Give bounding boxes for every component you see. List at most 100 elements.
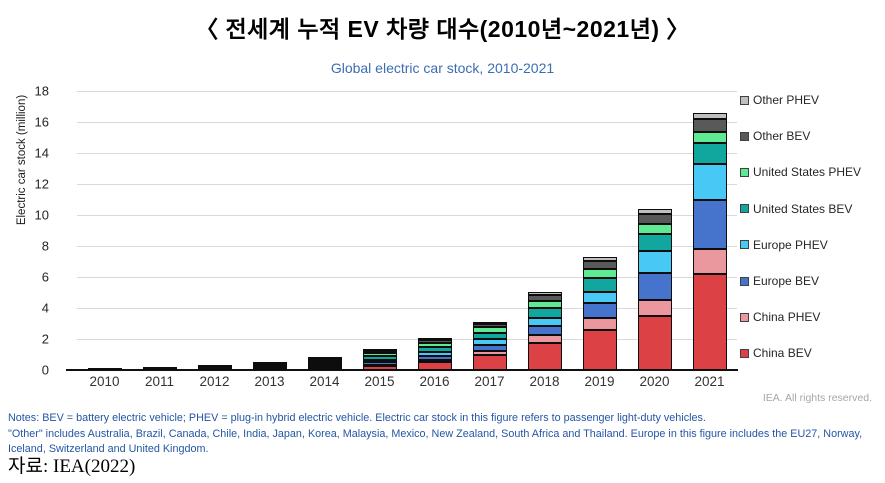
legend-item-europe-phev: Europe PHEV [740,227,880,263]
legend-swatch-icon [740,312,749,322]
bar-segment-other-bev [692,118,727,133]
bar-segment-other-bev [637,214,672,224]
bar-segment-europe-phev [417,351,452,356]
plot-area [66,91,738,371]
bar-segment-europe-phev [362,359,397,363]
legend-swatch-icon [740,95,749,105]
legend-label: Other PHEV [753,93,820,108]
bar-segment-other-bev [362,351,397,354]
legend-swatch-icon [740,204,749,214]
bar-segment-united-states-bev [692,142,727,164]
gridline [77,308,737,309]
legend-swatch-icon [740,240,749,250]
legend-item-united-states-phev: United States PHEV [740,154,880,190]
bar-segment-europe-phev [527,317,562,327]
bar-segment-other-bev [527,294,562,301]
bar-segment-other-phev [252,362,287,365]
gridline [77,153,737,154]
y-tick-label: 10 [34,207,49,223]
bar-segment-europe-bev [692,199,727,249]
source-citation: 자료: IEA(2022) [8,456,136,477]
bar-segment-china-bev [582,330,617,370]
bar-segment-china-phev [417,359,452,363]
legend-item-united-states-bev: United States BEV [740,191,880,227]
legend-label: Europe PHEV [753,237,828,252]
bar-segment-united-states-bev [417,347,452,352]
y-tick-label: 8 [41,238,49,254]
legend-item-other-phev: Other PHEV [740,82,880,118]
x-tick-label-2010: 2010 [89,374,120,389]
bar-2011 [142,91,177,370]
y-tick-label: 4 [41,300,49,316]
gridline [77,122,737,123]
chart-title: Global electric car stock, 2010-2021 [330,60,555,76]
bar-segment-united-states-bev [527,307,562,318]
notes-line-1: Notes: BEV = battery electric vehicle; P… [8,412,706,424]
bar-segment-europe-bev [307,366,342,369]
bar-segment-china-phev [637,300,672,316]
y-tick-label: 12 [34,176,49,192]
y-tick-label: 2 [41,331,49,347]
bar-segment-china-phev [582,318,617,331]
bar-segment-europe-phev [692,163,727,200]
x-tick-label-2020: 2020 [639,374,670,389]
legend-label: United States BEV [753,201,853,216]
legend-label: Other BEV [753,129,811,144]
bar-segment-united-states-bev [582,277,617,292]
bar-segment-united-states-phev [307,360,342,364]
legend-item-china-phev: China PHEV [740,299,880,335]
legend-label: Europe BEV [753,274,820,289]
bar-segment-united-states-phev [692,132,727,143]
bar-segment-china-phev [527,335,562,343]
legend-item-china-bev: China BEV [740,335,880,371]
bar-segment-china-phev [472,350,507,356]
bar-segment-united-states-phev [527,300,562,308]
bar-segment-china-bev [692,273,727,370]
legend-label: United States PHEV [753,165,862,180]
bar-segment-europe-phev [637,250,672,273]
bar-segment-china-phev [692,248,727,274]
bar-2015 [362,91,397,370]
bar-segment-united-states-phev [582,269,617,278]
legend-swatch-icon [740,348,749,358]
y-tick-label: 6 [41,269,49,285]
x-tick-label-2015: 2015 [364,374,395,389]
bar-segment-china-bev [472,355,507,370]
bar-segment-united-states-bev [362,356,397,360]
legend-swatch-icon [740,276,749,286]
gridline [77,215,737,216]
gridline [77,246,737,247]
bar-2014 [307,91,342,370]
bar-2010 [87,91,122,370]
chart-notes: Notes: BEV = battery electric vehicle; P… [8,411,876,458]
bar-segment-china-bev [527,342,562,370]
bar-2012 [197,91,232,370]
bar-segment-china-bev [362,366,397,370]
bar-segment-other-phev [527,292,562,295]
bar-segment-europe-phev [582,291,617,304]
bar-2016 [417,91,452,370]
x-axis-labels: 2010 2011 2012 2013 2014 2015 2016 2017 2018 2019… [77,374,737,392]
legend-swatch-icon [740,131,749,141]
x-tick-label-2018: 2018 [529,374,560,389]
legend-label: China BEV [753,346,812,361]
gridline [77,277,737,278]
bar-segment-other-phev [582,257,617,262]
legend-item-europe-bev: Europe BEV [740,263,880,299]
y-axis-ticks: 0 2 4 6 8 10 12 14 16 18 [0,84,63,378]
bar-segment-united-states-phev [472,327,507,333]
x-tick-label-2012: 2012 [199,374,230,389]
bar-2021 [692,91,727,370]
bar-segment-europe-bev [527,326,562,336]
bar-segment-other-phev [417,338,452,341]
bar-segment-europe-bev [362,362,397,366]
bar-segment-europe-bev [417,355,452,360]
bar-segment-united-states-bev [637,233,672,251]
bar-2019 [582,91,617,370]
notes-line-2: "Other" includes Australia, Brazil, Cana… [8,427,863,456]
bar-segment-united-states-bev [472,332,507,340]
x-axis-line [66,369,738,371]
bar-segment-united-states-phev [417,343,452,348]
bar-segment-other-phev [362,349,397,352]
y-tick-label: 16 [34,114,49,130]
